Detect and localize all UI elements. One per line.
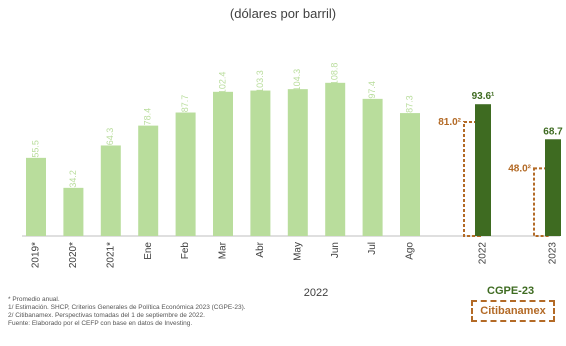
footnote: 2/ Citibanamex. Perspectivas tomadas del… [8, 312, 205, 319]
bar [325, 82, 346, 236]
x-group-label: 2022 [304, 287, 328, 299]
x-tick-label: Ago [405, 242, 416, 260]
footnote: Fuente: Elaborado por el CEFP con base e… [8, 320, 193, 327]
x-tick-label: Jul [367, 242, 378, 255]
bar [362, 98, 383, 236]
bar [100, 145, 121, 236]
bar-value-label: 34.2 [68, 170, 78, 188]
cgpe-value-label: 93.6¹ [472, 91, 495, 102]
x-tick-label: 2023 [548, 242, 559, 265]
bar-value-label: 103.3 [255, 70, 265, 93]
bar-value-label: 64.3 [105, 128, 115, 146]
bar-value-label: 78.4 [143, 108, 153, 126]
bar [213, 91, 233, 236]
footnote: 1/ Estimación. SHCP, Criterios Generales… [8, 304, 246, 311]
bar-value-label: 102.4 [217, 72, 227, 95]
bar-citibanamex [533, 167, 551, 237]
bar [400, 113, 420, 236]
footnotes: * Promedio anual. 1/ Estimación. SHCP, C… [8, 296, 246, 328]
x-tick-label: Ene [143, 242, 154, 260]
bar-cgpe [545, 139, 561, 236]
bar-value-label: 104.3 [292, 69, 302, 92]
bar-citibanamex [463, 120, 481, 237]
bar [26, 157, 46, 236]
x-tick-label: Mar [218, 241, 229, 259]
citibanamex-value-label: 81.0² [438, 117, 461, 128]
bar [63, 187, 84, 236]
bar [175, 112, 196, 236]
bar-value-label: 87.3 [404, 95, 414, 113]
legend-citibanamex: Citibanamex [471, 300, 555, 322]
x-tick-label: Abr [255, 241, 266, 257]
x-tick-label: 2022 [478, 242, 489, 265]
x-tick-label: 2019* [31, 242, 42, 268]
x-tick-label: Jun [330, 242, 341, 258]
cgpe-value-label: 68.7 [543, 126, 563, 137]
footnote: * Promedio anual. [8, 296, 60, 303]
bar-cgpe [475, 104, 491, 236]
x-tick-label: 2021* [105, 242, 116, 268]
x-tick-label: Feb [180, 242, 191, 260]
bar-value-label: 108.8 [330, 63, 340, 86]
bar-value-label: 55.5 [30, 140, 40, 158]
bar [250, 90, 271, 237]
bar-value-label: 87.7 [180, 95, 190, 113]
citibanamex-value-label: 48.0² [508, 163, 531, 174]
x-tick-label: 2020* [68, 242, 79, 268]
bar-value-label: 97.4 [367, 81, 377, 99]
bar [138, 125, 159, 236]
chart-subtitle: (dólares por barril) [229, 6, 337, 21]
x-tick-label: May [292, 242, 303, 261]
bar [287, 89, 308, 236]
legend-cgpe: CGPE-23 [487, 285, 535, 297]
